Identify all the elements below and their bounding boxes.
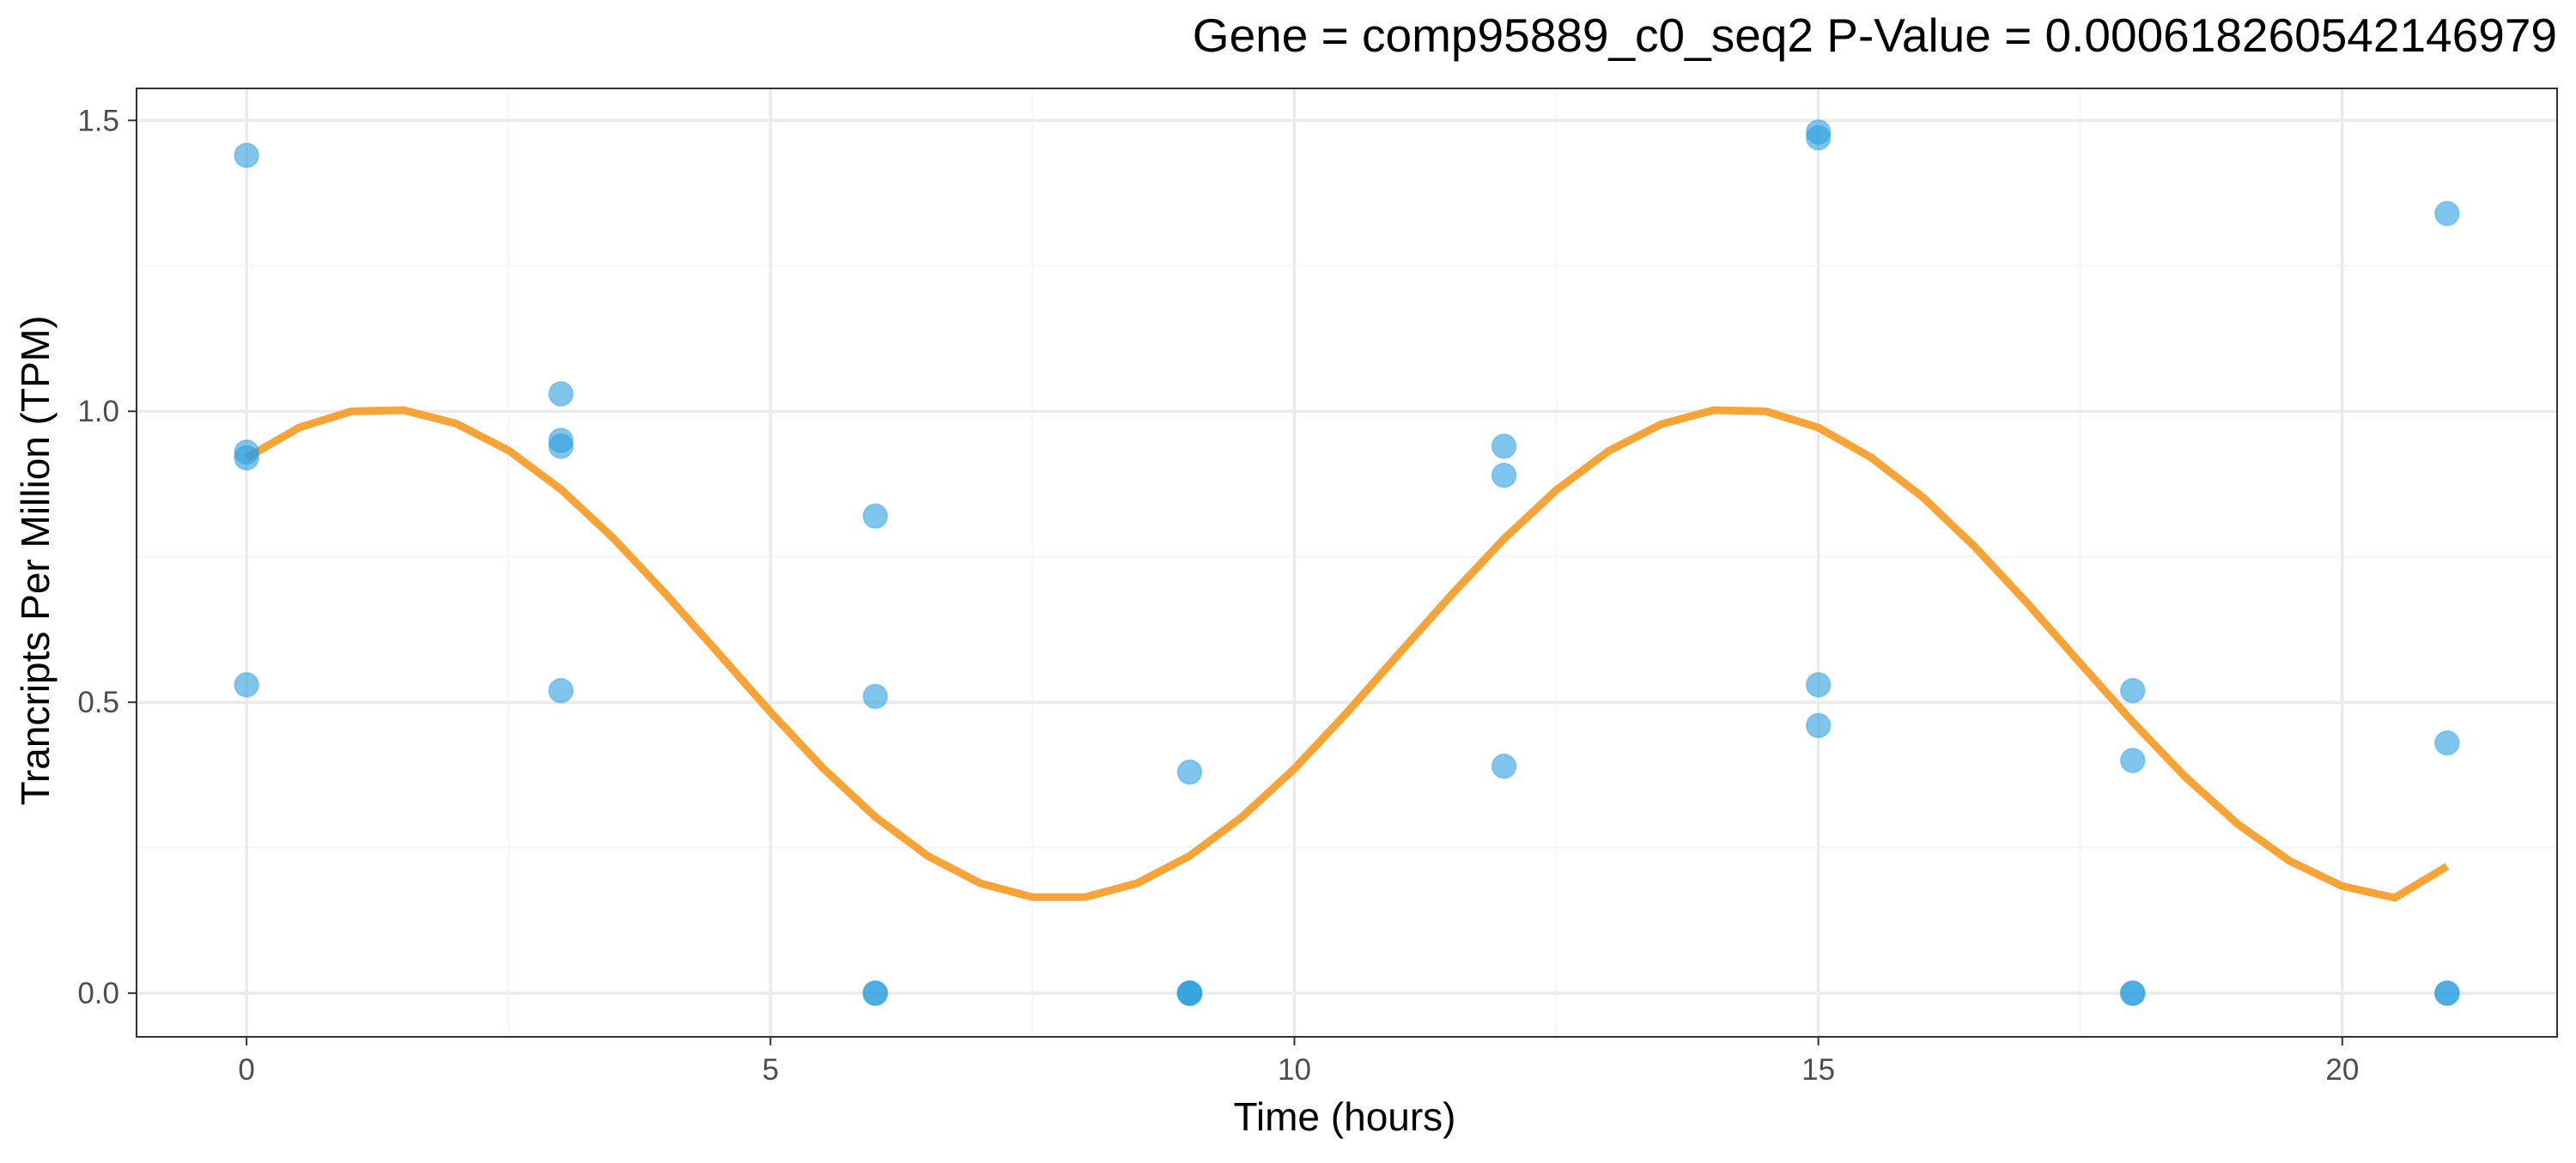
x-tick-label: 20 <box>2325 1053 2359 1087</box>
data-point <box>1805 124 1832 151</box>
data-point <box>1176 980 1203 1007</box>
data-point <box>1491 433 1517 459</box>
x-tick-label: 0 <box>238 1053 254 1087</box>
data-point <box>1491 462 1517 488</box>
panel-border <box>136 88 2558 1038</box>
y-tick-label: 1.0 <box>77 395 119 428</box>
data-point <box>234 671 260 698</box>
x-axis-title: Time (hours) <box>1234 1094 1456 1139</box>
data-point <box>1176 759 1203 785</box>
data-point <box>2433 200 2460 227</box>
data-point <box>862 503 889 530</box>
major-gridlines <box>137 88 2557 1037</box>
data-point <box>2433 730 2460 756</box>
data-point <box>862 980 889 1007</box>
data-point <box>862 683 889 710</box>
data-point <box>1805 712 1832 739</box>
data-point <box>2433 980 2460 1007</box>
data-point <box>548 380 574 407</box>
fit-curve-layer <box>244 406 2450 902</box>
data-point <box>548 433 574 459</box>
y-tick-label: 0.0 <box>77 977 119 1010</box>
data-point <box>1805 671 1832 698</box>
x-tick-label: 10 <box>1278 1053 1311 1087</box>
data-point <box>1491 753 1517 779</box>
data-point <box>548 677 574 704</box>
x-tick-label: 5 <box>762 1053 779 1087</box>
minor-gridlines <box>137 88 2557 1037</box>
data-point <box>2119 677 2146 704</box>
y-axis: 0.0 0.5 1.0 1.5 <box>77 104 137 1010</box>
data-points-layer <box>234 118 2460 1007</box>
data-point <box>2119 980 2146 1007</box>
chart-title: Gene = comp95889_c0_seq2 P-Value = 0.000… <box>1193 9 2557 62</box>
fit-curve <box>244 406 2450 902</box>
data-point <box>2119 747 2146 773</box>
y-tick-label: 0.5 <box>77 686 119 719</box>
y-tick-label: 1.5 <box>77 104 119 137</box>
data-point <box>234 445 260 471</box>
y-axis-title: Trancripts Per Million (TPM) <box>13 316 58 806</box>
x-axis: 0 5 10 15 20 <box>238 1037 2359 1087</box>
data-point <box>234 142 260 168</box>
x-tick-label: 15 <box>1801 1053 1835 1087</box>
